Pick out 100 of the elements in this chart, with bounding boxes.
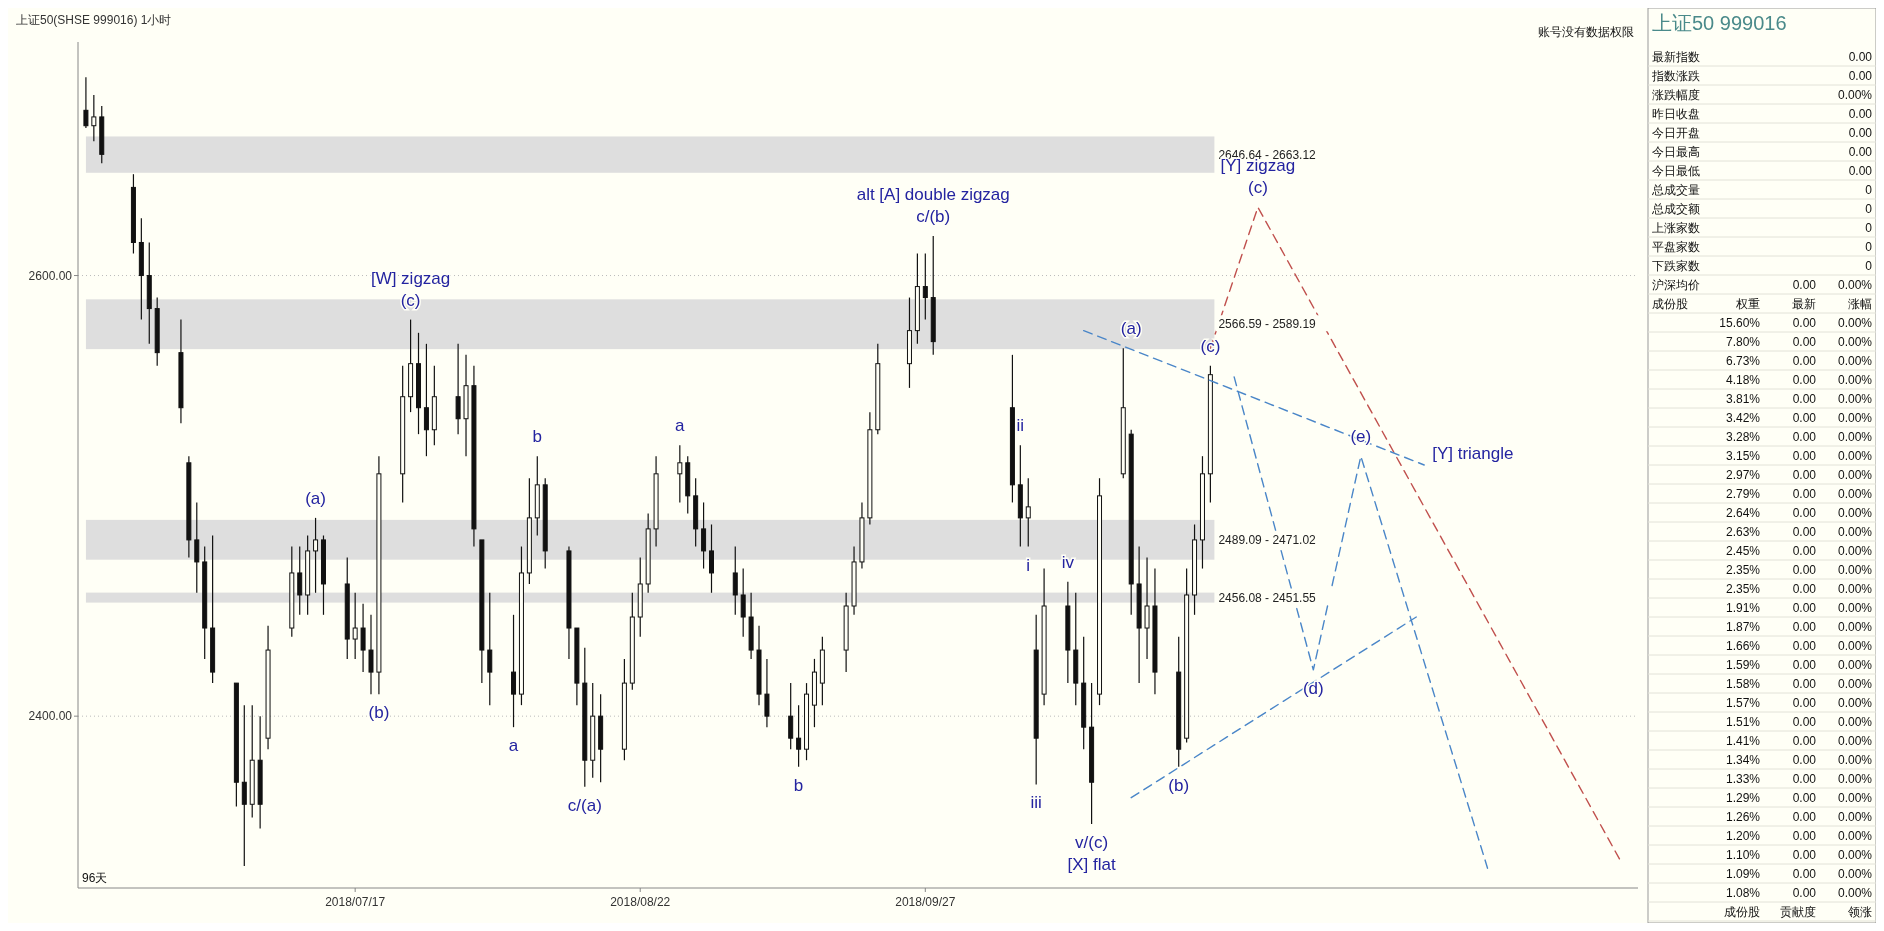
text: 15.60% 0.00 0.00% <box>1719 316 1872 330</box>
annotation: iii <box>1030 793 1042 813</box>
text: 6.73% 0.00 0.00% <box>1725 354 1872 368</box>
text: 今日最低 0.00 <box>1652 164 1872 178</box>
annotation: [W] zigzag <box>370 268 451 288</box>
candlestick <box>352 592 358 660</box>
band-label: 2566.59 - 2589.19 <box>1218 317 1317 332</box>
text: 1.33% 0.00 0.00% <box>1725 772 1872 786</box>
text: 2.63% 0.00 0.00% <box>1725 525 1872 539</box>
annotation: [Y] triangle <box>1432 444 1514 463</box>
text: 指数涨跌 0.00 <box>1652 69 1872 83</box>
annotation: c/(b) <box>916 206 951 226</box>
candlestick <box>796 704 802 768</box>
text: 2.45% 0.00 0.00% <box>1725 544 1872 558</box>
text: 总成交量 0 <box>1652 183 1872 197</box>
candlestick <box>788 682 794 750</box>
candlestick <box>709 523 714 594</box>
x-tick-label: 2018/08/22 <box>610 895 671 909</box>
candlestick <box>83 76 89 129</box>
text: 上涨家数 0 <box>1652 221 1872 235</box>
annotation: a <box>675 416 686 436</box>
band-label: 2456.08 - 2451.55 <box>1218 590 1317 605</box>
text: 3.42% 0.00 0.00% <box>1725 411 1872 425</box>
candlestick <box>922 252 928 321</box>
annotation: iv <box>1061 552 1075 572</box>
candlestick <box>677 444 683 504</box>
text: 1.57% 0.00 0.00% <box>1725 696 1872 710</box>
text: 3.81% 0.00 0.00% <box>1725 392 1872 406</box>
text: 1.29% 0.00 0.00% <box>1725 791 1872 805</box>
text: 涨跌幅度 0.00% <box>1652 88 1872 102</box>
x-tick-label: 2018/09/27 <box>895 895 956 909</box>
text: 2.97% 0.00 0.00% <box>1725 468 1872 482</box>
candlestick <box>487 592 493 706</box>
candlestick <box>368 614 374 695</box>
text: 1.09% 0.00 0.00% <box>1725 867 1872 881</box>
text: 1.41% 0.00 0.00% <box>1725 734 1872 748</box>
text: 2.79% 0.00 0.00% <box>1725 487 1872 501</box>
text: 今日最高 0.00 <box>1652 145 1872 159</box>
candlestick <box>1025 477 1031 548</box>
candlestick <box>701 501 707 570</box>
text: 沪深均价 0.00 0.00% <box>1652 278 1872 292</box>
annotation: b <box>793 775 804 795</box>
text: 1.91% 0.00 0.00% <box>1725 601 1872 615</box>
annotation: [X] flat <box>1067 855 1116 875</box>
annotation: (c) <box>1247 178 1268 198</box>
text: 总成交额 0 <box>1652 202 1872 216</box>
text: 今日开盘 0.00 <box>1652 126 1872 140</box>
annotation: i <box>1026 555 1031 575</box>
text: 2.35% 0.00 0.00% <box>1725 563 1872 577</box>
annotation: a <box>508 736 519 756</box>
annotation: v/(c) <box>1075 833 1109 853</box>
annotation: (a) <box>1120 319 1142 339</box>
text: 1.66% 0.00 0.00% <box>1725 639 1872 653</box>
chart-title: 上证50(SHSE 999016) 1小时 <box>16 13 172 27</box>
text: 1.26% 0.00 0.00% <box>1725 810 1872 824</box>
text: 2.35% 0.00 0.00% <box>1725 582 1872 596</box>
candlestick <box>1144 556 1150 660</box>
text: 账号没有数据权限 <box>1538 25 1634 39</box>
text: 2.64% 0.00 0.00% <box>1725 506 1872 520</box>
candlestick <box>297 545 303 616</box>
text: 3.28% 0.00 0.00% <box>1725 430 1872 444</box>
text: 1.20% 0.00 0.00% <box>1725 829 1872 843</box>
text: 上证50 999016 <box>1652 12 1787 34</box>
annotation: (a) <box>305 488 326 508</box>
text: 昨日收盘 0.00 <box>1652 107 1872 121</box>
annotation: (d) <box>1302 678 1324 698</box>
annotation: c/(a) <box>567 795 602 815</box>
candlestick <box>194 501 200 594</box>
candlestick <box>423 343 429 457</box>
text: 平盘家数 0 <box>1652 240 1872 254</box>
annotation: (c) <box>1200 336 1221 356</box>
text: 1.51% 0.00 0.00% <box>1725 715 1872 729</box>
candlestick <box>740 567 746 638</box>
annotation: (b) <box>1168 775 1190 795</box>
text: 1.10% 0.00 0.00% <box>1725 848 1872 862</box>
text: 最新指数 0.00 <box>1652 50 1872 64</box>
candlestick <box>511 614 517 728</box>
annotation: (b) <box>368 703 390 723</box>
annotation: alt [A] double zigzag <box>856 184 1010 204</box>
candlestick <box>764 658 770 728</box>
annotation: 96天 <box>82 871 108 885</box>
y-tick-label: 2600.00 <box>28 268 73 283</box>
candlestick <box>313 517 319 594</box>
band-label: 2489.09 - 2471.02 <box>1218 532 1317 547</box>
text: 1.59% 0.00 0.00% <box>1725 658 1872 672</box>
text: 成份股 权重 最新 涨幅 <box>1652 297 1872 311</box>
text: 7.80% 0.00 0.00% <box>1725 335 1872 349</box>
candlestick <box>732 545 738 616</box>
text: 3.15% 0.00 0.00% <box>1725 449 1872 463</box>
candlestick <box>360 603 366 673</box>
text: 1.08% 0.00 0.00% <box>1725 886 1872 900</box>
candlestick <box>455 343 461 435</box>
candlestick <box>91 94 97 142</box>
annotation: (e) <box>1350 427 1372 447</box>
text: 1.34% 0.00 0.00% <box>1725 753 1872 767</box>
text: 1.58% 0.00 0.00% <box>1725 677 1872 691</box>
text: 1.87% 0.00 0.00% <box>1725 620 1872 634</box>
text: 4.18% 0.00 0.00% <box>1725 373 1872 387</box>
text: 成份股 贡献度 领涨 <box>1724 905 1872 919</box>
annotation: b <box>532 427 543 447</box>
